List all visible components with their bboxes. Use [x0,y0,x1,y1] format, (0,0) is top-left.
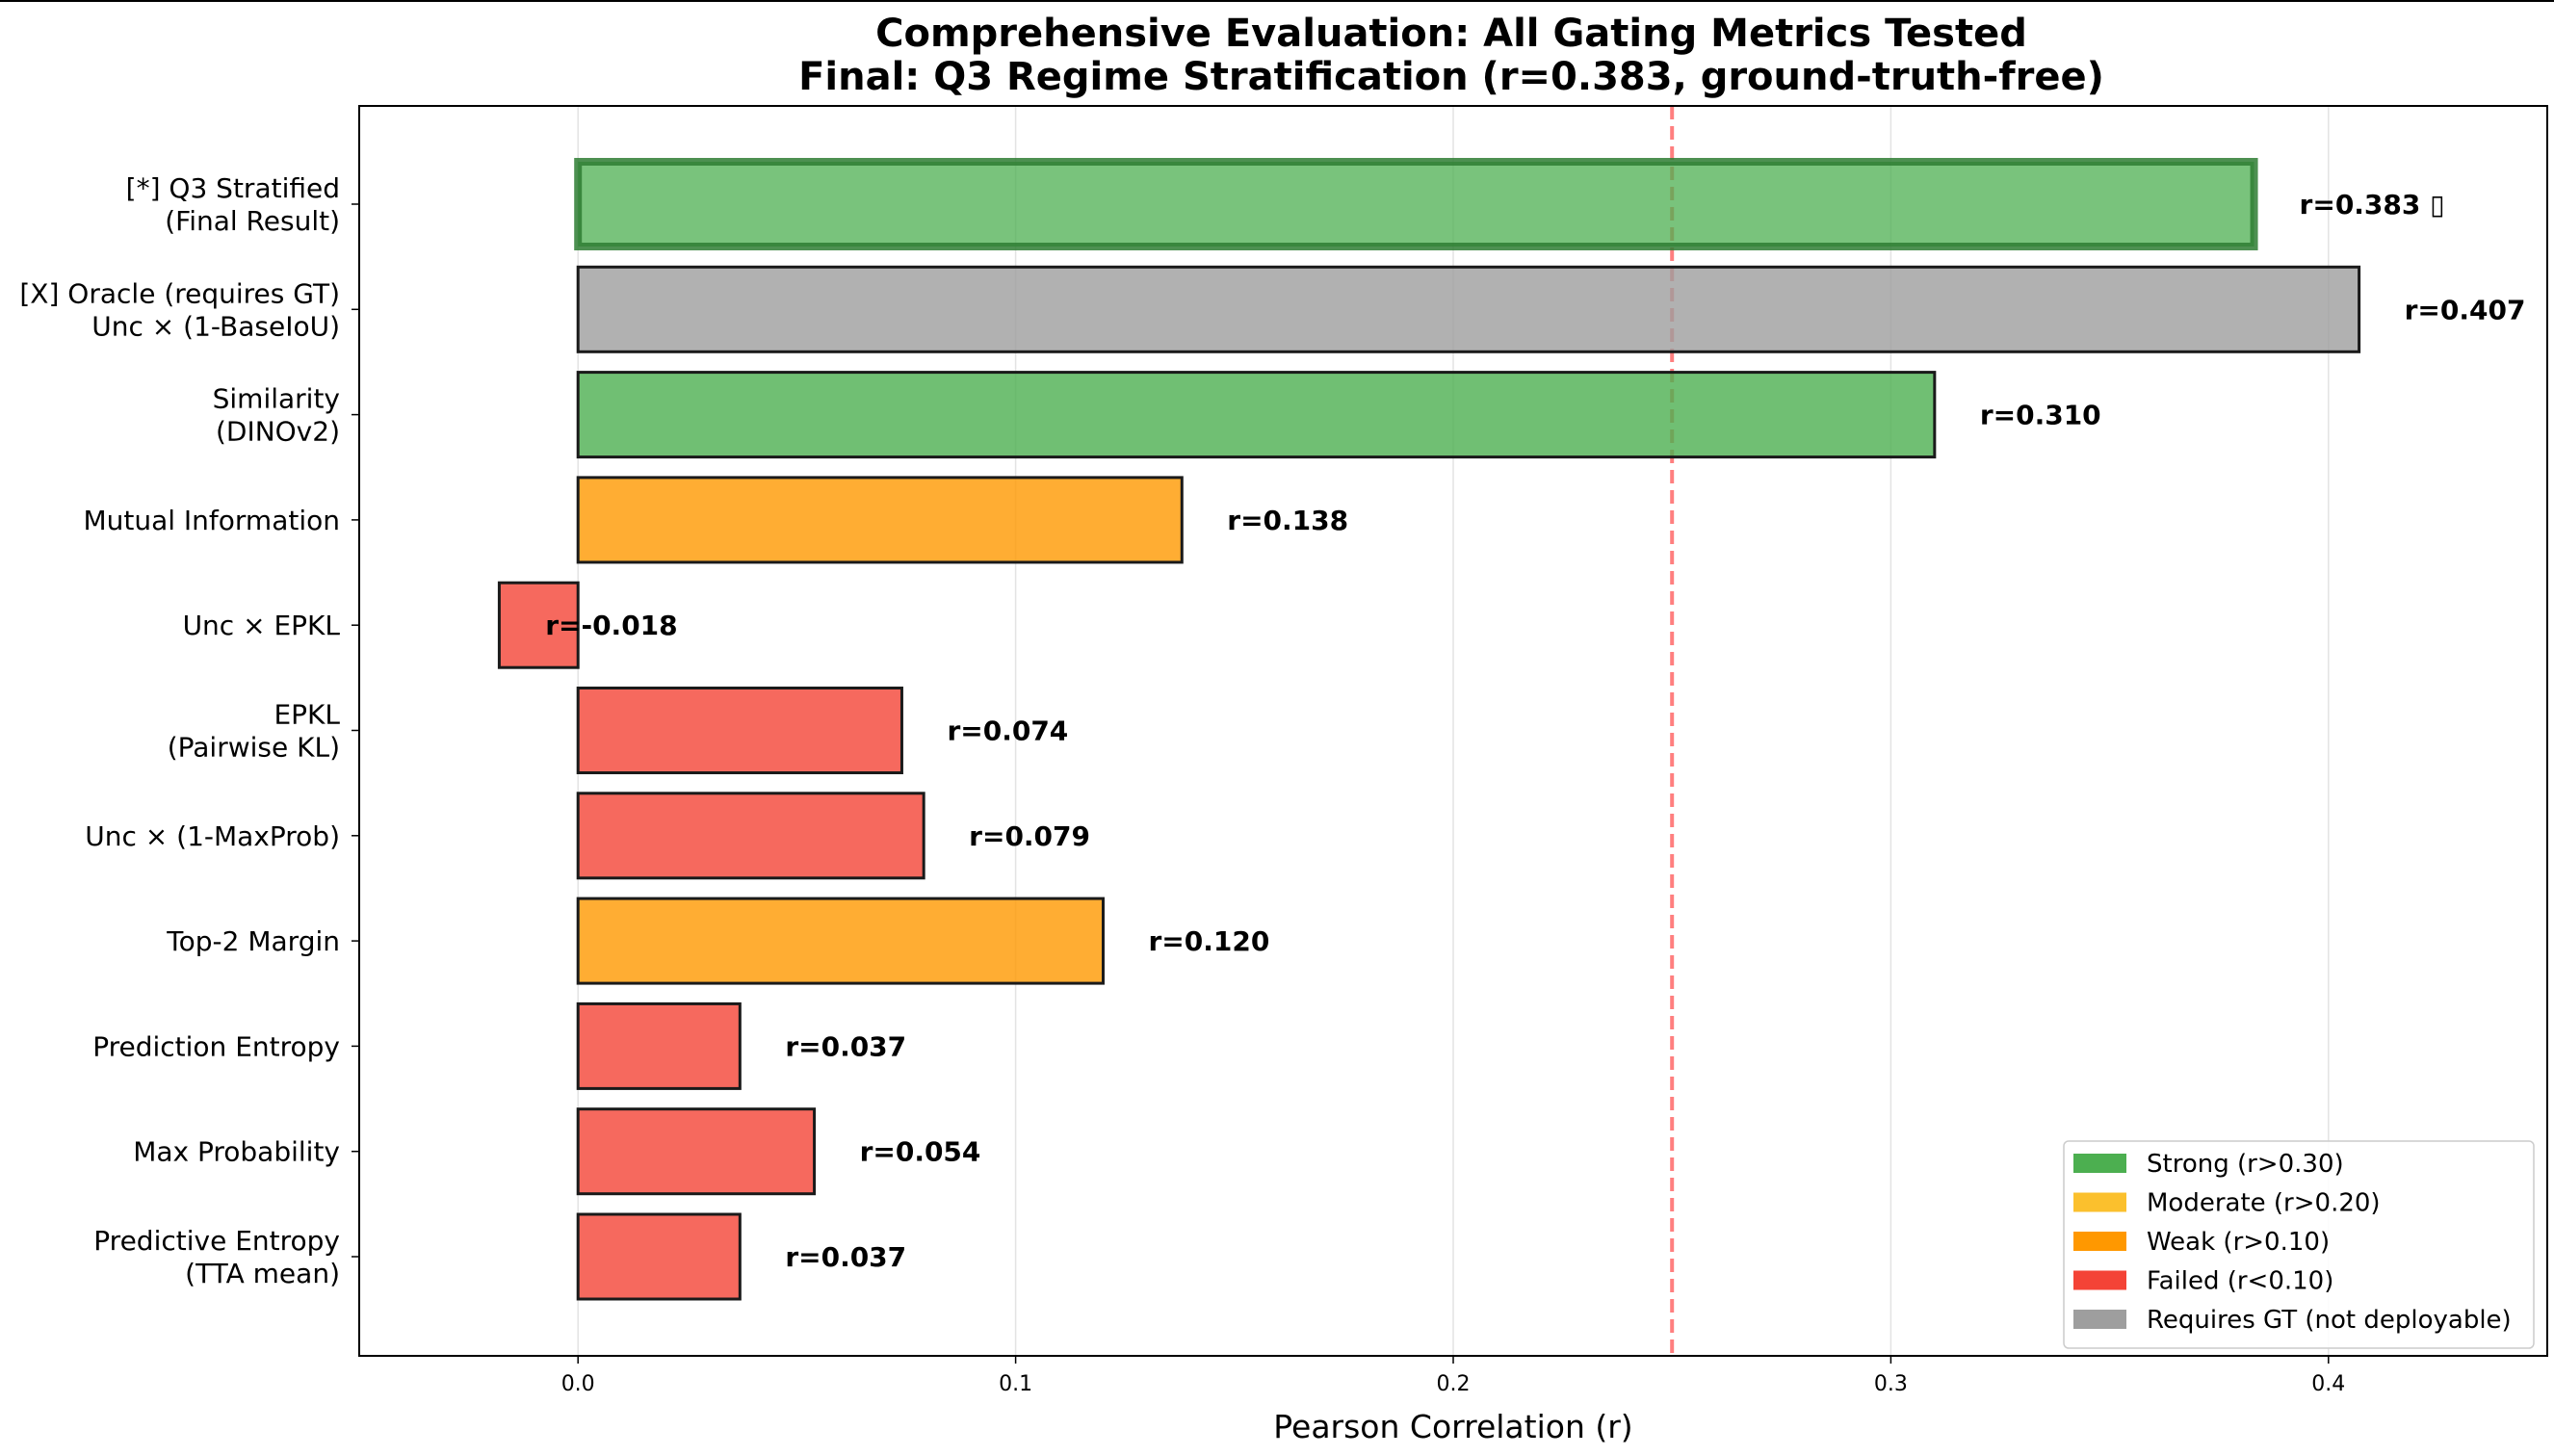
value-label: r=0.037 [785,1241,906,1273]
x-tick-label: 0.1 [999,1372,1032,1396]
y-tick-label: Prediction Entropy [92,1030,340,1062]
value-label: r=0.407 [2405,294,2526,325]
x-axis-label: Pearson Correlation (r) [1273,1408,1632,1445]
legend: Strong (r>0.30) Moderate (r>0.20) Weak (r>… [2063,1140,2535,1349]
y-tick-label: Similarity (DINOv2) [213,383,340,448]
bar [576,792,925,880]
y-tick-label: Unc × EPKL [183,610,341,641]
labels-layer: [*] Q3 Stratified (Final Result) r=0.383 ▯… [19,172,2525,1289]
y-tick-label: Predictive Entropy (TTA mean) [93,1225,340,1289]
bar-highlighted [574,158,2258,250]
legend-label: Failed (r<0.10) [2147,1267,2333,1296]
y-tick-label: Top-2 Margin [166,925,340,957]
x-tick-label: 0.4 [2311,1372,2345,1396]
value-label: r=0.310 [1980,400,2101,431]
legend-swatch [2073,1232,2126,1251]
chart-title: Comprehensive Evaluation: All Gating Met… [875,12,2027,56]
x-axis-ticks: 0.0 0.1 0.2 0.3 0.4 [561,1356,2345,1396]
y-tick-label: Unc × (1-MaxProb) [85,820,340,852]
y-tick-label: [X] Oracle (requires GT) Unc × (1-BaseIoU… [19,277,340,342]
bar [576,265,2361,353]
value-label: r=0.079 [969,820,1090,852]
bar [576,687,903,774]
y-tick-label: [*] Q3 Stratified (Final Result) [126,172,340,237]
y-tick-label: EPKL (Pairwise KL) [168,699,341,764]
legend-label: Weak (r>0.10) [2147,1228,2330,1257]
legend-swatch [2073,1154,2126,1173]
legend-swatch [2073,1270,2126,1290]
bars-layer [497,158,2361,1301]
value-label: r=0.054 [860,1136,981,1168]
legend-label: Strong (r>0.30) [2147,1150,2344,1179]
bar [576,1001,742,1090]
y-tick-label: Max Probability [133,1136,340,1168]
bar [576,476,1184,564]
bar [497,581,580,669]
bar [576,1212,742,1301]
value-label: r=0.383 ▯ [2300,189,2445,221]
legend-swatch [2073,1310,2126,1329]
y-tick-label: Mutual Information [83,505,340,536]
value-label: r=0.120 [1148,925,1269,957]
legend-frame [2063,1140,2535,1349]
legend-label: Moderate (r>0.20) [2147,1189,2381,1218]
value-label: r=0.138 [1227,505,1348,536]
bar [576,897,1105,985]
value-label: r=0.074 [947,715,1068,747]
value-label: r=-0.018 [545,610,677,641]
x-tick-label: 0.0 [561,1372,595,1396]
x-tick-label: 0.2 [1437,1372,1471,1396]
bar [576,371,1937,459]
chart-subtitle: Final: Q3 Regime Stratification (r=0.383… [798,55,2104,99]
value-label: r=0.037 [785,1030,906,1062]
bar [576,1107,817,1196]
legend-swatch [2073,1192,2126,1212]
x-tick-label: 0.3 [1874,1372,1908,1396]
legend-label: Requires GT (not deployable) [2147,1306,2512,1335]
